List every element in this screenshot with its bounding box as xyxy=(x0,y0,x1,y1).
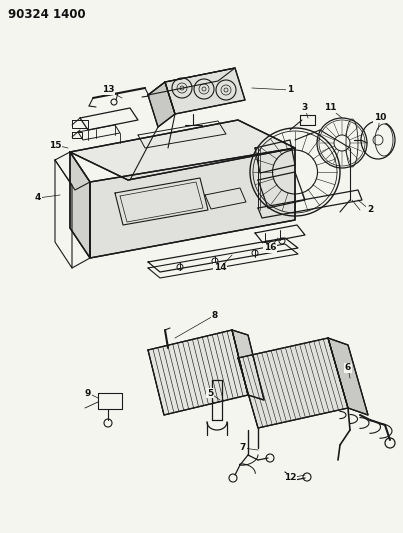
Polygon shape xyxy=(328,338,368,415)
Polygon shape xyxy=(70,120,295,180)
Text: 5: 5 xyxy=(207,389,213,398)
Polygon shape xyxy=(232,330,264,400)
Polygon shape xyxy=(148,330,248,415)
Text: 3: 3 xyxy=(302,103,308,112)
Text: 4: 4 xyxy=(35,193,41,203)
Polygon shape xyxy=(148,82,175,127)
Polygon shape xyxy=(70,152,90,258)
Text: 10: 10 xyxy=(374,114,386,123)
Text: 9: 9 xyxy=(85,389,91,398)
Polygon shape xyxy=(238,338,348,428)
Text: 14: 14 xyxy=(214,263,226,272)
Text: 8: 8 xyxy=(212,311,218,319)
Polygon shape xyxy=(90,148,295,258)
Text: 12: 12 xyxy=(284,473,296,482)
Text: 13: 13 xyxy=(102,85,114,94)
Text: 90324 1400: 90324 1400 xyxy=(8,8,85,21)
Text: 15: 15 xyxy=(49,141,61,149)
Text: 16: 16 xyxy=(264,244,276,253)
Text: 11: 11 xyxy=(324,103,336,112)
Text: 7: 7 xyxy=(240,443,246,453)
Polygon shape xyxy=(165,68,245,114)
Text: 2: 2 xyxy=(367,206,373,214)
Text: 6: 6 xyxy=(345,364,351,373)
Text: 1: 1 xyxy=(287,85,293,94)
